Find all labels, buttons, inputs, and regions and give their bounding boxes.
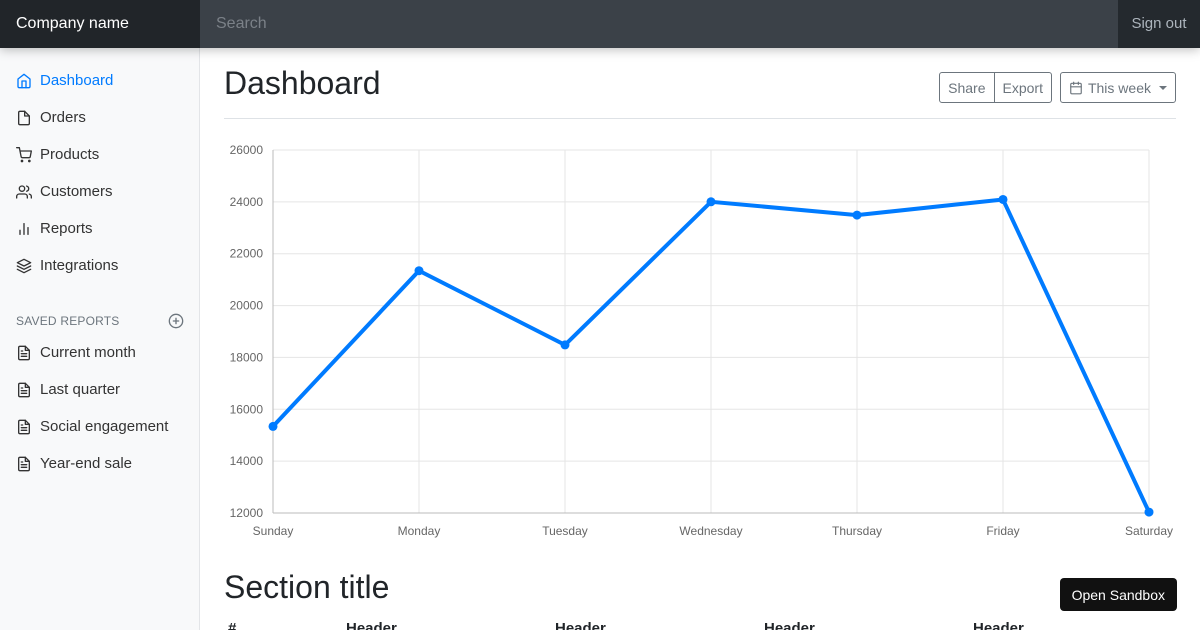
shopping-cart-icon [16, 146, 32, 163]
table-header-cell: Header [764, 620, 815, 630]
sidebar-item-last-quarter[interactable]: Last quarter [0, 371, 199, 408]
data-point [268, 421, 278, 431]
y-tick-label: 26000 [230, 143, 264, 157]
sidebar-item-label: Integrations [40, 257, 119, 274]
sign-out-link[interactable]: Sign out [1118, 0, 1200, 48]
bar-chart-icon [16, 221, 32, 237]
sidebar-item-products[interactable]: Products [0, 136, 199, 173]
plus-circle-icon[interactable] [168, 313, 184, 329]
x-tick-label: Thursday [832, 524, 882, 538]
calendar-icon [1070, 81, 1082, 94]
x-tick-label: Saturday [1125, 524, 1173, 538]
sidebar-item-integrations[interactable]: Integrations [0, 247, 199, 284]
top-navbar: Company name Sign out [0, 0, 1200, 48]
data-point [414, 266, 424, 276]
table-header-cell: Header [973, 620, 1024, 630]
export-button[interactable]: Export [993, 72, 1052, 103]
sidebar-item-label: Last quarter [40, 381, 121, 398]
sidebar-item-label: Current month [40, 344, 136, 361]
users-icon [16, 184, 32, 200]
layers-icon [16, 258, 32, 274]
toolbar: Share Export This week [939, 72, 1176, 103]
sidebar-nav: Dashboard Orders Products Customers Reports I… [0, 48, 199, 284]
x-tick-label: Monday [398, 524, 441, 538]
line-chart: 12000 14000 16000 18000 20000 22000 24000 26000… [230, 143, 1173, 538]
y-tick-label: 18000 [230, 350, 264, 364]
home-icon [16, 73, 32, 89]
sidebar-item-label: Orders [40, 109, 86, 126]
table-header-cell: Header [346, 620, 397, 630]
date-range-label: This week [1087, 79, 1151, 96]
y-tick-label: 24000 [230, 195, 264, 209]
sidebar-item-label: Products [40, 146, 100, 163]
brand-name[interactable]: Company name [0, 0, 200, 48]
search-input[interactable] [200, 0, 1118, 48]
file-text-icon [16, 456, 32, 472]
sidebar-item-label: Year-end sale [40, 455, 133, 472]
page-header: Dashboard Share Export This week [224, 64, 1176, 119]
table-header-cell: Header [555, 620, 606, 630]
x-tick-label: Sunday [253, 524, 294, 538]
saved-reports-heading: SAVED REPORTS [0, 312, 199, 330]
file-text-icon [16, 345, 32, 361]
x-tick-label: Tuesday [542, 524, 588, 538]
section-title: Section title [224, 569, 390, 605]
sidebar-item-current-month[interactable]: Current month [0, 334, 199, 371]
open-sandbox-button[interactable]: Open Sandbox [1059, 578, 1177, 611]
data-point [560, 340, 570, 350]
saved-reports-nav: Current month Last quarter Social engageme… [0, 334, 199, 482]
sidebar-item-year-end-sale[interactable]: Year-end sale [0, 445, 199, 482]
sidebar-item-social-engagement[interactable]: Social engagement [0, 408, 199, 445]
data-point [852, 210, 862, 220]
sidebar-item-label: Customers [40, 183, 113, 200]
y-tick-label: 16000 [230, 402, 264, 416]
x-tick-label: Friday [986, 524, 1019, 538]
file-text-icon [16, 419, 32, 435]
y-tick-label: 12000 [230, 506, 264, 520]
data-point [706, 197, 716, 207]
table-header-cell: # [228, 620, 237, 630]
caret-down-icon [1159, 85, 1167, 90]
share-button[interactable]: Share [939, 72, 995, 103]
table-header-row: # Header Header Header Header [224, 620, 1176, 630]
sidebar-item-label: Social engagement [40, 418, 169, 435]
main-content: Dashboard Share Export This week 12000 14… [200, 48, 1200, 630]
sidebar-item-orders[interactable]: Orders [0, 99, 199, 136]
data-point [998, 194, 1008, 204]
file-text-icon [16, 382, 32, 398]
date-range-dropdown[interactable]: This week [1059, 72, 1176, 103]
sidebar-item-label: Reports [40, 220, 93, 237]
page-title: Dashboard [224, 65, 381, 101]
y-tick-label: 22000 [230, 247, 264, 261]
sidebar-item-label: Dashboard [40, 72, 114, 89]
sidebar-item-reports[interactable]: Reports [0, 210, 199, 247]
x-tick-label: Wednesday [679, 524, 742, 538]
sidebar-item-dashboard[interactable]: Dashboard [0, 62, 199, 99]
data-point [1144, 507, 1154, 517]
y-tick-label: 14000 [230, 454, 264, 468]
file-icon [16, 110, 32, 126]
saved-reports-label: SAVED REPORTS [16, 314, 120, 328]
sidebar: Dashboard Orders Products Customers Reports I… [0, 48, 200, 630]
share-export-group: Share Export [939, 72, 1052, 103]
sidebar-item-customers[interactable]: Customers [0, 173, 199, 210]
y-tick-label: 20000 [230, 299, 264, 313]
